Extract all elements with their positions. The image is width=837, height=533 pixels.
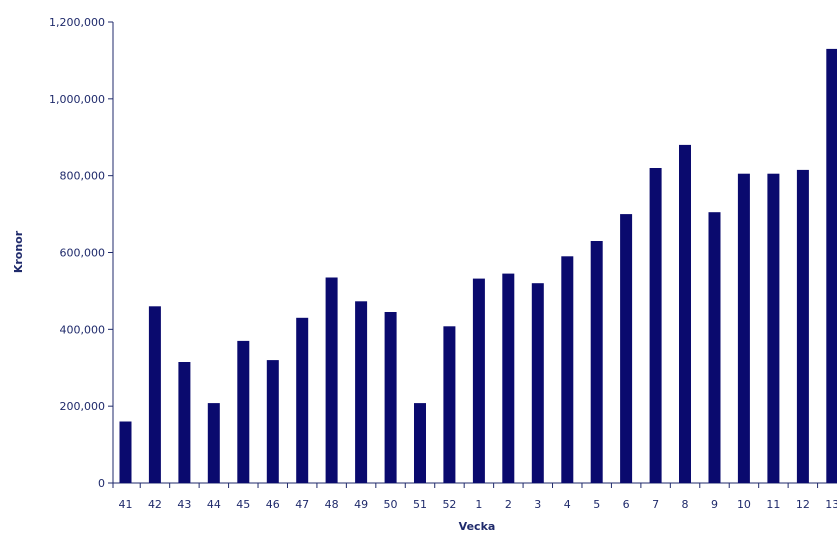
y-tick-label: 800,000 [60, 170, 106, 183]
x-tick-label: 43 [177, 498, 191, 511]
bar-12 [796, 169, 809, 483]
bar-2 [502, 273, 515, 483]
x-axis-title: Vecka [459, 520, 496, 533]
y-tick-label: 1,200,000 [49, 16, 105, 29]
x-tick-label: 47 [295, 498, 309, 511]
bar-13 [826, 48, 837, 484]
x-tick-label: 3 [534, 498, 541, 511]
x-tick-label: 44 [207, 498, 221, 511]
y-axis-title: Kronor [12, 230, 25, 273]
y-tick-label: 0 [98, 477, 105, 490]
bar-8 [679, 144, 691, 483]
x-tick-label: 48 [325, 498, 339, 511]
bar-50 [384, 312, 397, 483]
x-tick-label: 8 [682, 498, 689, 511]
x-tick-label: 1 [475, 498, 482, 511]
x-tick-label: 46 [266, 498, 280, 511]
x-tick-label: 12 [796, 498, 810, 511]
x-tick-label: 6 [623, 498, 630, 511]
bars [119, 48, 837, 484]
bar-5 [590, 241, 603, 483]
bar-4 [561, 256, 574, 483]
x-tick-label: 50 [384, 498, 398, 511]
x-tick-label: 41 [119, 498, 133, 511]
bar-48 [325, 277, 338, 483]
x-tick-label: 52 [442, 498, 456, 511]
x-tick-label: 7 [652, 498, 659, 511]
x-tick-label: 9 [711, 498, 718, 511]
x-tick-label: 2 [505, 498, 512, 511]
bar-45 [237, 340, 250, 483]
y-tick-label: 1,000,000 [49, 93, 105, 106]
bar-52 [443, 326, 456, 483]
bar-11 [767, 173, 780, 483]
bar-3 [531, 283, 544, 483]
bar-49 [355, 301, 368, 483]
x-axis: 41 42 43 44 45 46 47 48 49 50 51 52 1 2 3 4 5 6 7 8 9 10 11 12 1… [112, 482, 837, 511]
x-tick-label: 49 [354, 498, 368, 511]
y-tick-label: 600,000 [60, 247, 106, 260]
bar-10 [737, 173, 750, 483]
x-tick-label: 11 [766, 498, 780, 511]
x-tick-label: 4 [564, 498, 571, 511]
x-tick-label: 42 [148, 498, 162, 511]
x-tick-label: 45 [236, 498, 250, 511]
bar-1 [472, 278, 485, 483]
x-tick-label: 5 [593, 498, 600, 511]
bar-41 [119, 421, 132, 483]
x-tick-label: 10 [737, 498, 751, 511]
bar-43 [178, 362, 191, 483]
bar-51 [414, 403, 426, 483]
x-tick-label: 51 [413, 498, 427, 511]
y-tick-label: 200,000 [60, 400, 106, 413]
y-tick-label: 400,000 [60, 323, 106, 336]
bar-6 [620, 214, 633, 483]
bar-46 [266, 360, 279, 483]
bar-42 [148, 306, 161, 483]
bar-47 [296, 317, 309, 483]
bar-44 [207, 403, 220, 483]
y-axis: 0 200,000 400,000 600,000 800,000 1,000,000 1,… [49, 16, 114, 490]
bar-7 [649, 168, 662, 483]
bar-9 [708, 212, 721, 483]
x-tick-label: 13 [825, 498, 837, 511]
